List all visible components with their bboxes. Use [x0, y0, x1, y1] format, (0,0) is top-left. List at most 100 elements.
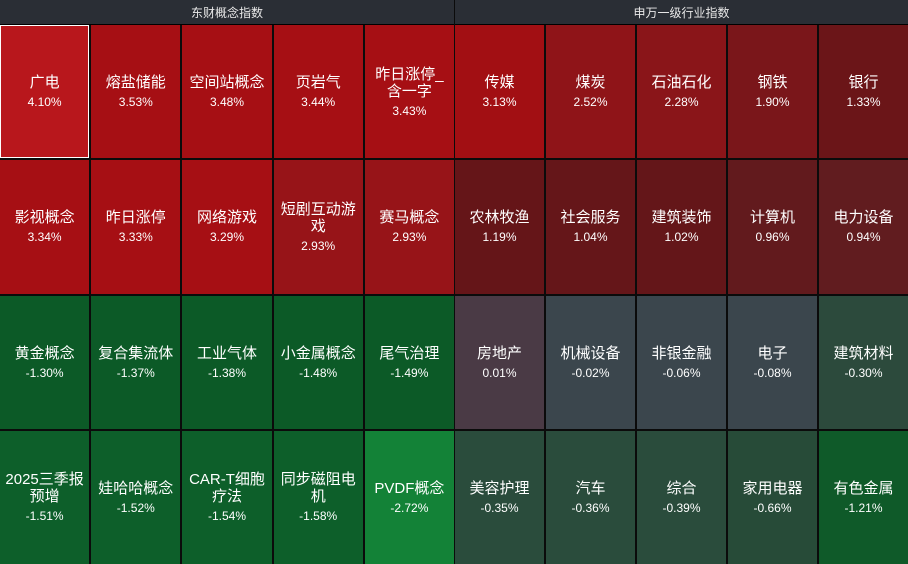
- tile-change-percent: 4.10%: [27, 95, 62, 110]
- heatmap-tile[interactable]: 银行 1.33%: [819, 25, 908, 159]
- heatmap-tile[interactable]: 同步磁阻电机 -1.58%: [273, 430, 363, 564]
- heatmap-tile[interactable]: 赛马概念 2.93%: [364, 160, 454, 294]
- tile-change-percent: -1.51%: [25, 509, 64, 524]
- tile-name: 石油石化: [651, 74, 712, 92]
- tile-change-percent: 2.52%: [573, 95, 608, 110]
- heatmap-tile[interactable]: 机械设备 -0.02%: [546, 295, 635, 429]
- heatmap-tile[interactable]: 2025三季报预增 -1.51%: [0, 430, 90, 564]
- tile-change-percent: -1.38%: [207, 365, 246, 380]
- heatmap-tile[interactable]: 钢铁 1.90%: [728, 25, 817, 159]
- heatmap-tile[interactable]: 汽车 -0.36%: [546, 430, 635, 564]
- tile-name: 有色金属: [833, 479, 894, 497]
- tile-name: 汽车: [575, 479, 606, 497]
- heatmap-tile[interactable]: 空间站概念 3.48%: [182, 25, 272, 159]
- tile-change-percent: 3.53%: [118, 95, 153, 110]
- heatmap-tile[interactable]: 尾气治理 -1.49%: [364, 295, 454, 429]
- tile-change-percent: 2.93%: [301, 238, 336, 253]
- heatmap-tile[interactable]: 有色金属 -1.21%: [819, 430, 908, 564]
- heatmap-tile[interactable]: 昨日涨停 3.33%: [91, 160, 181, 294]
- heatmap-tile[interactable]: 昨日涨停_含一字 3.43%: [364, 25, 454, 159]
- heatmap-tile[interactable]: 农林牧渔 1.19%: [455, 160, 544, 294]
- tile-name: 昨日涨停: [105, 209, 166, 227]
- heatmap-tile[interactable]: 工业气体 -1.38%: [182, 295, 272, 429]
- heatmap-tile[interactable]: 石油石化 2.28%: [637, 25, 726, 159]
- heatmap-tile[interactable]: 房地产 0.01%: [455, 295, 544, 429]
- tile-name: 尾气治理: [379, 344, 440, 362]
- tile-name: 电力设备: [833, 209, 894, 227]
- tile-name: 非银金融: [651, 344, 712, 362]
- heatmap-tile[interactable]: 电子 -0.08%: [728, 295, 817, 429]
- tile-name: 建筑装饰: [651, 209, 712, 227]
- tile-change-percent: -1.49%: [390, 365, 429, 380]
- heatmap-tile[interactable]: 煤炭 2.52%: [546, 25, 635, 159]
- heatmap-tile[interactable]: PVDF概念 -2.72%: [364, 430, 454, 564]
- tile-change-percent: 1.02%: [664, 230, 699, 245]
- tile-name: 熔盐储能: [105, 74, 166, 92]
- tile-change-percent: 1.33%: [846, 95, 881, 110]
- heatmap-tile[interactable]: 计算机 0.96%: [728, 160, 817, 294]
- tile-change-percent: -0.30%: [844, 365, 883, 380]
- tile-change-percent: 0.01%: [482, 365, 517, 380]
- tile-change-percent: -1.37%: [116, 365, 155, 380]
- tile-change-percent: 1.19%: [482, 230, 517, 245]
- heatmap-tile[interactable]: 影视概念 3.34%: [0, 160, 90, 294]
- tile-name: 家用电器: [742, 479, 803, 497]
- heatmap-tile[interactable]: 家用电器 -0.66%: [728, 430, 817, 564]
- heatmap-tile[interactable]: 复合集流体 -1.37%: [91, 295, 181, 429]
- tile-name: 空间站概念: [189, 74, 265, 92]
- heatmap-tile[interactable]: 小金属概念 -1.48%: [273, 295, 363, 429]
- heatmap-tile[interactable]: 娃哈哈概念 -1.52%: [91, 430, 181, 564]
- tile-name: 计算机: [749, 209, 795, 227]
- tile-name: 工业气体: [196, 344, 257, 362]
- heatmap-tile[interactable]: 非银金融 -0.06%: [637, 295, 726, 429]
- tile-name: 房地产: [476, 344, 522, 362]
- tile-name: 同步磁阻电机: [280, 471, 356, 506]
- tile-change-percent: 3.44%: [301, 95, 336, 110]
- tile-change-percent: 3.29%: [209, 230, 244, 245]
- heatmap-tile[interactable]: 传媒 3.13%: [455, 25, 544, 159]
- tile-change-percent: 3.43%: [392, 103, 427, 118]
- heatmap-tile[interactable]: 网络游戏 3.29%: [182, 160, 272, 294]
- tile-change-percent: -1.54%: [207, 509, 246, 524]
- tile-name: 2025三季报预增: [5, 471, 84, 506]
- heatmap-tile[interactable]: 熔盐储能 3.53%: [91, 25, 181, 159]
- tile-name: 传媒: [484, 74, 515, 92]
- tile-change-percent: -0.06%: [662, 365, 701, 380]
- tile-change-percent: 0.96%: [755, 230, 790, 245]
- tile-name: 钢铁: [757, 74, 788, 92]
- tile-name: 页岩气: [295, 74, 341, 92]
- heatmap-tile[interactable]: 电力设备 0.94%: [819, 160, 908, 294]
- tile-change-percent: 1.90%: [755, 95, 790, 110]
- tile-change-percent: -1.30%: [25, 365, 64, 380]
- tile-change-percent: 2.28%: [664, 95, 699, 110]
- tile-change-percent: -0.39%: [662, 500, 701, 515]
- heatmap-tile[interactable]: 美容护理 -0.35%: [455, 430, 544, 564]
- heatmap-tile[interactable]: 页岩气 3.44%: [273, 25, 363, 159]
- tile-change-percent: -1.21%: [844, 500, 883, 515]
- heatmap-tile[interactable]: 社会服务 1.04%: [546, 160, 635, 294]
- heatmap-tile[interactable]: CAR-T细胞疗法 -1.54%: [182, 430, 272, 564]
- tile-name: 复合集流体: [98, 344, 174, 362]
- tile-name: 昨日涨停_含一字: [375, 65, 444, 100]
- heatmap-tile[interactable]: 黄金概念 -1.30%: [0, 295, 90, 429]
- tile-change-percent: 3.33%: [118, 230, 153, 245]
- tile-change-percent: 3.34%: [27, 230, 62, 245]
- panel-title: 东财概念指数: [0, 0, 454, 25]
- tile-change-percent: -0.08%: [753, 365, 792, 380]
- tile-name: 机械设备: [560, 344, 621, 362]
- tile-change-percent: -1.52%: [116, 500, 155, 515]
- tile-name: 银行: [848, 74, 879, 92]
- heatmap-tile[interactable]: 短剧互动游戏 2.93%: [273, 160, 363, 294]
- tile-name: 短剧互动游戏: [280, 200, 356, 235]
- heatmap-tile[interactable]: 综合 -0.39%: [637, 430, 726, 564]
- tile-change-percent: 0.94%: [846, 230, 881, 245]
- tile-change-percent: -1.48%: [299, 365, 338, 380]
- heatmap-tile[interactable]: 建筑材料 -0.30%: [819, 295, 908, 429]
- tile-name: 小金属概念: [280, 344, 356, 362]
- heatmap-tile[interactable]: 广电 4.10%: [0, 25, 90, 159]
- heatmap-tile[interactable]: 建筑装饰 1.02%: [637, 160, 726, 294]
- industry-heatmap-grid: 传媒 3.13% 煤炭 2.52% 石油石化 2.28% 钢铁 1.90% 银行 1.33% 农林牧…: [455, 25, 908, 564]
- tile-change-percent: -0.66%: [753, 500, 792, 515]
- tile-name: 农林牧渔: [469, 209, 530, 227]
